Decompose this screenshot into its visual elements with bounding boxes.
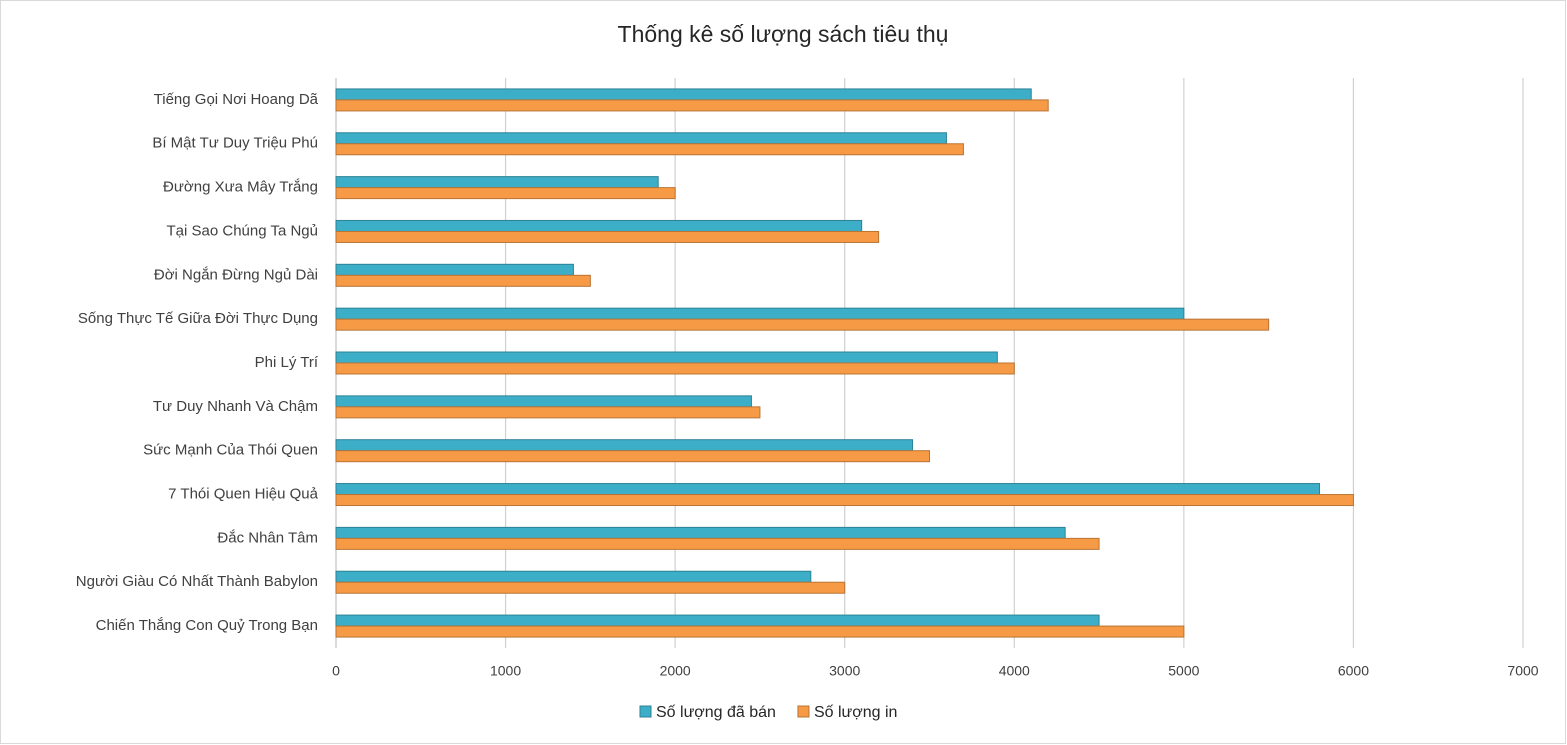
bar <box>335 263 574 276</box>
y-tick-label: Sống Thực Tế Giữa Đời Thực Dụng <box>78 310 318 327</box>
bar <box>335 274 591 287</box>
bar <box>335 614 1100 627</box>
bar <box>335 230 880 243</box>
bar <box>335 219 863 232</box>
x-tick-label: 0 <box>332 663 340 679</box>
y-tick-label: 7 Thói Quen Hiệu Quả <box>168 486 318 503</box>
x-tick-label: 5000 <box>1168 663 1199 679</box>
y-tick-label: Tiếng Gọi Nơi Hoang Dã <box>154 91 319 108</box>
bar <box>335 176 659 189</box>
x-tick-label: 3000 <box>829 663 860 679</box>
legend-swatch <box>797 705 810 718</box>
x-tick-label: 4000 <box>999 663 1030 679</box>
bar <box>335 99 1049 112</box>
bar <box>335 625 1185 638</box>
y-tick-label: Bí Mật Tư Duy Triệu Phú <box>152 135 318 152</box>
bar <box>335 88 1032 101</box>
bar <box>335 351 998 364</box>
y-tick-label: Đắc Nhân Tâm <box>217 529 318 546</box>
bar <box>335 439 914 452</box>
bar <box>335 395 752 408</box>
y-tick-label: Tại Sao Chúng Ta Ngủ <box>167 222 319 239</box>
y-tick-label: Tư Duy Nhanh Và Chậm <box>153 398 318 415</box>
x-tick-label: 7000 <box>1507 663 1538 679</box>
bar <box>335 581 846 594</box>
bar <box>335 450 930 463</box>
x-tick-label: 1000 <box>490 663 521 679</box>
y-tick-label: Đời Ngắn Đừng Ngủ Dài <box>154 266 318 283</box>
x-tick-label: 6000 <box>1338 663 1369 679</box>
bar <box>335 570 812 583</box>
bar <box>335 187 676 200</box>
y-tick-label: Chiến Thắng Con Quỷ Trong Bạn <box>96 617 318 634</box>
bar <box>335 143 964 156</box>
legend-swatch <box>639 705 652 718</box>
bar <box>335 362 1015 375</box>
y-tick-label: Người Giàu Có Nhất Thành Babylon <box>76 573 318 590</box>
bar <box>335 494 1354 507</box>
chart-title: Thống kê số lượng sách tiêu thụ <box>618 21 949 47</box>
y-tick-label: Phi Lý Trí <box>255 354 319 371</box>
bar <box>335 406 761 419</box>
legend-label: Số lượng đã bán <box>656 704 776 721</box>
bar <box>335 307 1185 320</box>
bar <box>335 318 1270 331</box>
y-tick-label: Đường Xưa Mây Trắng <box>163 179 318 196</box>
bar <box>335 526 1066 539</box>
legend-label: Số lượng in <box>814 704 897 721</box>
bar <box>335 537 1100 550</box>
bar <box>335 132 947 145</box>
bar <box>335 483 1321 496</box>
x-tick-label: 2000 <box>660 663 691 679</box>
y-tick-label: Sức Mạnh Của Thói Quen <box>143 442 318 459</box>
